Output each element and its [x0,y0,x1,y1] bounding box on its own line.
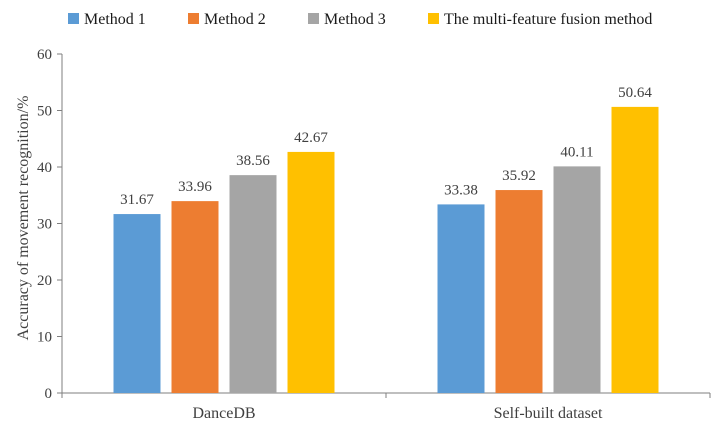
data-label-method-1-dancedb: 31.67 [120,192,154,208]
y-tick-label: 50 [37,104,52,120]
bar-the-multi-feature-fusion-method-self-built-dataset [611,106,659,393]
legend-label-method-3: Method 3 [324,11,386,28]
x-category-label-self-built-dataset: Self-built dataset [494,405,603,422]
legend-swatch-the-multi-feature-fusion-method [428,13,439,24]
bar-method-3-self-built-dataset [553,166,601,393]
bar-method-2-self-built-dataset [495,190,543,393]
legend-swatch-method-1 [68,13,79,24]
data-labels: 31.67 33.96 38.56 42.67 33.38 35.92 40.11 50.64 [120,85,652,208]
legend-label-method-1: Method 1 [84,11,146,28]
x-category-label-dancedb: DanceDB [192,405,255,422]
data-label-method-1-self-built-dataset: 33.38 [444,182,478,198]
data-label-the-multi-feature-fusion-method-dancedb: 42.67 [294,130,328,146]
data-label-method-3-dancedb: 38.56 [236,153,270,169]
y-axis: 0 10 20 30 40 50 60 [37,47,63,402]
y-tick-label: 10 [37,330,52,346]
legend-swatch-method-2 [188,13,199,24]
y-tick-label: 40 [37,160,52,176]
y-tick-label: 20 [37,273,52,289]
data-label-the-multi-feature-fusion-method-self-built-dataset: 50.64 [618,85,652,101]
bars [113,106,659,393]
data-label-method-2-self-built-dataset: 35.92 [502,168,536,184]
y-tick-label: 0 [45,386,53,402]
legend-swatch-method-3 [308,13,319,24]
bar-method-1-self-built-dataset [437,204,485,393]
bar-method-1-dancedb [113,214,161,393]
data-label-method-2-dancedb: 33.96 [178,179,212,195]
y-tick-label: 30 [37,217,52,233]
legend-label-method-2: Method 2 [204,11,266,28]
x-axis: DanceDB Self-built dataset [61,392,711,422]
y-tick-label: 60 [37,47,52,63]
bar-the-multi-feature-fusion-method-dancedb [287,151,335,393]
bar-method-3-dancedb [229,175,277,393]
legend-label-the-multi-feature-fusion-method: The multi-feature fusion method [444,11,652,28]
legend: Method 1 Method 2 Method 3 The multi-featur… [68,11,652,28]
data-label-method-3-self-built-dataset: 40.11 [560,144,593,160]
bar-method-2-dancedb [171,201,219,393]
y-axis-title: Accuracy of movement recognition/% [15,96,32,341]
